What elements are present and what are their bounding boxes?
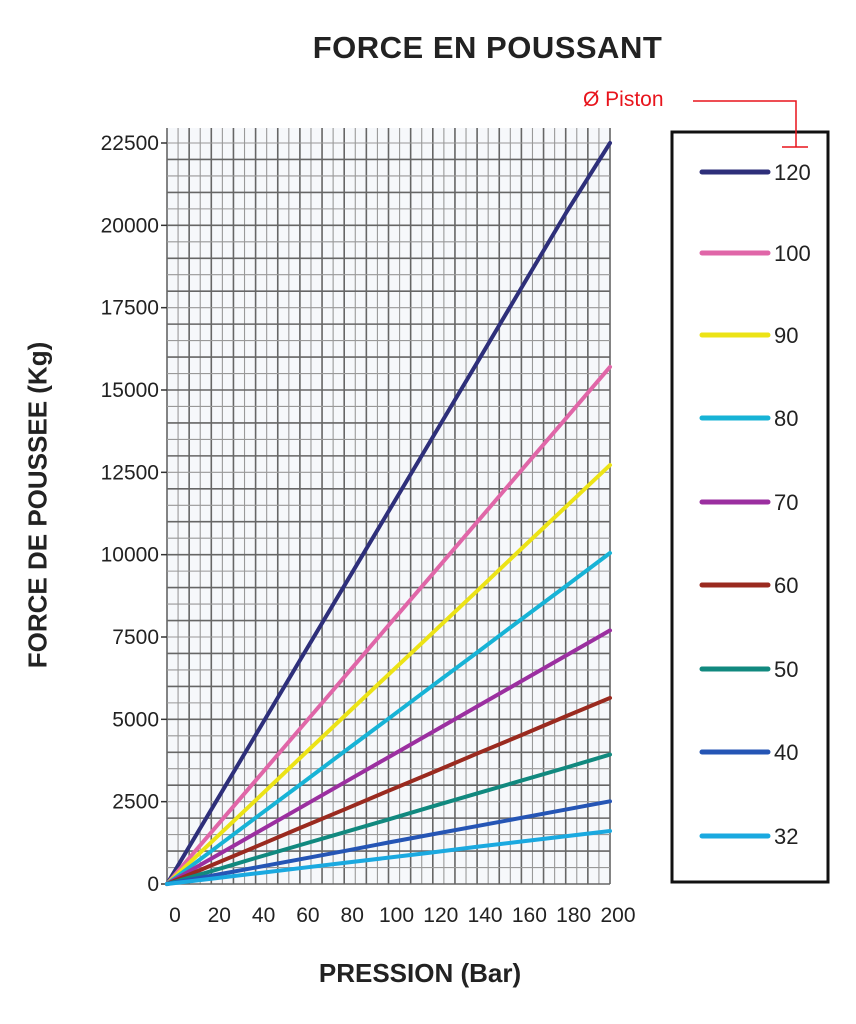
x-tick-label: 0 — [169, 904, 181, 927]
legend-label-60: 60 — [774, 573, 798, 598]
y-tick-label: 17500 — [101, 297, 159, 320]
series-line-40 — [165, 799, 612, 886]
x-tick-label: 120 — [423, 904, 458, 927]
axis-ticks: 0 2500 5000 7500 10000 12500 15000 17500 20000 22… — [101, 132, 636, 927]
legend-label-80: 80 — [774, 406, 798, 431]
legend-title: Ø Piston — [583, 88, 664, 111]
x-tick-label: 140 — [468, 904, 503, 927]
legend: 120 100 90 80 70 60 50 40 32 — [670, 100, 830, 884]
series-line-100 — [165, 364, 612, 886]
legend-label-50: 50 — [774, 657, 798, 682]
x-tick-label: 40 — [252, 904, 275, 927]
y-tick-label: 15000 — [101, 379, 159, 402]
legend-title-connector — [693, 100, 797, 147]
series-line-32 — [165, 828, 612, 886]
x-tick-label: 60 — [296, 904, 319, 927]
series-line-50 — [165, 752, 612, 886]
series-line-120 — [165, 141, 612, 886]
series-line-70 — [165, 628, 612, 886]
series-line-80 — [165, 551, 612, 886]
y-tick-label: 22500 — [101, 132, 159, 155]
x-axis-label: PRESSION (Bar) — [318, 958, 522, 988]
y-tick-label: 2500 — [112, 791, 159, 814]
x-tick-label: 20 — [208, 904, 231, 927]
y-tick-label: 20000 — [101, 214, 159, 237]
legend-label-70: 70 — [774, 490, 798, 515]
legend-label-90: 90 — [774, 323, 798, 348]
series-lines — [165, 141, 612, 886]
series-line-60 — [165, 695, 612, 886]
legend-label-100: 100 — [774, 241, 811, 266]
y-tick-label: 5000 — [112, 708, 159, 731]
legend-box — [670, 130, 830, 884]
x-tick-label: 80 — [341, 904, 364, 927]
y-tick-label: 10000 — [101, 544, 159, 567]
x-tick-label: 160 — [512, 904, 547, 927]
chart-title: FORCE EN POUSSANT — [312, 30, 663, 65]
series-line-90 — [165, 463, 612, 886]
y-tick-label: 12500 — [101, 461, 159, 484]
x-tick-label: 100 — [379, 904, 414, 927]
legend-label-120: 120 — [774, 160, 811, 185]
y-tick-label: 0 — [147, 873, 159, 896]
legend-label-40: 40 — [774, 740, 798, 765]
x-tick-label: 200 — [600, 904, 635, 927]
legend-label-32: 32 — [774, 824, 798, 849]
x-tick-label: 180 — [556, 904, 591, 927]
y-tick-label: 7500 — [112, 626, 159, 649]
